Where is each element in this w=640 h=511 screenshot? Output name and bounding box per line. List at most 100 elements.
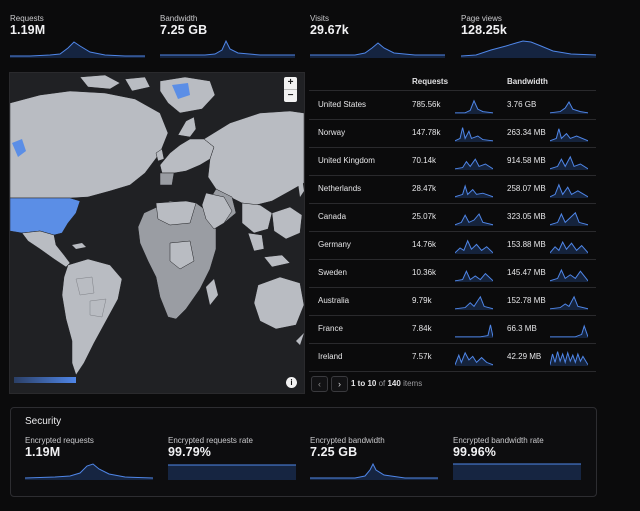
bandwidth-value: 66.3 MB (507, 324, 537, 333)
security-metric: Encrypted requests 1.19M (25, 436, 94, 459)
bandwidth-sparkline (550, 128, 588, 142)
requests-sparkline (455, 239, 493, 254)
requests-sparkline (455, 99, 493, 114)
stat-visits: Visits 29.67k (310, 14, 349, 37)
country-name: United Kingdom (318, 156, 375, 165)
bandwidth-value: 323.05 MB (507, 212, 546, 221)
table-row[interactable]: United Kingdom 70.14k 914.58 MB (309, 147, 596, 176)
bandwidth-sparkline (550, 183, 588, 198)
bandwidth-value: 152.78 MB (507, 296, 546, 305)
requests-value: 14.76k (412, 240, 437, 249)
security-metric: Encrypted bandwidth 7.25 GB (310, 436, 385, 459)
stat-label: Bandwidth (160, 14, 198, 23)
country-name: Norway (318, 128, 346, 137)
metric-value: 1.19M (25, 445, 61, 459)
bandwidth-value: 42.29 MB (507, 352, 542, 361)
requests-value: 7.84k (412, 324, 432, 333)
stat-value: 128.25k (461, 23, 507, 37)
requests-value: 25.07k (412, 212, 437, 221)
map-zoom-controls: + − (284, 77, 297, 102)
stat-value: 7.25 GB (160, 23, 208, 37)
pagination-unit: items (403, 379, 423, 388)
bandwidth-sparkline (550, 240, 588, 254)
info-icon[interactable]: i (286, 377, 297, 388)
table-row[interactable]: Netherlands 28.47k 258.07 MB (309, 175, 596, 204)
zoom-out-button[interactable]: − (287, 90, 294, 101)
requests-value: 9.79k (412, 296, 432, 305)
next-page-button[interactable]: › (331, 376, 348, 392)
table-row[interactable]: Norway 147.78k 263.34 MB (309, 119, 596, 148)
column-header-requests: Requests (412, 77, 449, 86)
bandwidth-value: 3.76 GB (507, 100, 537, 109)
requests-sparkline (455, 184, 493, 198)
usa-region (10, 197, 81, 236)
visits-sparkline (310, 42, 445, 58)
encrypted-requests-sparkline (25, 463, 153, 480)
requests-sparkline (455, 295, 493, 310)
bandwidth-sparkline (550, 211, 588, 226)
prev-page-button[interactable]: ‹ (311, 376, 328, 392)
table-row[interactable]: United States 785.56k 3.76 GB (309, 91, 596, 120)
security-metric: Encrypted requests rate 99.79% (168, 436, 253, 459)
country-name: Netherlands (318, 184, 362, 193)
stat-bandwidth: Bandwidth 7.25 GB (160, 14, 207, 37)
requests-value: 28.47k (412, 184, 437, 193)
requests-value: 10.36k (412, 268, 437, 277)
pagination-of: of (378, 379, 386, 388)
table-row[interactable]: Canada 25.07k 323.05 MB (309, 203, 596, 232)
stat-value: 1.19M (10, 23, 46, 37)
country-name: Sweden (318, 268, 347, 277)
bandwidth-sparkline (550, 324, 588, 338)
table-row[interactable]: Ireland 7.57k 42.29 MB (309, 343, 596, 372)
zoom-in-button[interactable]: + (284, 77, 297, 90)
stat-page-views: Page views 128.25k (461, 14, 507, 37)
bandwidth-sparkline (160, 39, 295, 58)
requests-sparkline (455, 158, 493, 170)
requests-sparkline (455, 324, 493, 338)
stat-value: 29.67k (310, 23, 349, 37)
security-title: Security (25, 416, 62, 427)
metric-value: 99.79% (168, 445, 211, 459)
header-divider (309, 90, 596, 91)
requests-value: 785.56k (412, 100, 441, 109)
map-legend-bar (14, 377, 76, 383)
metric-label: Encrypted bandwidth rate (453, 436, 544, 445)
table-row[interactable]: Germany 14.76k 153.88 MB (309, 231, 596, 260)
requests-sparkline (455, 351, 493, 366)
stat-label: Page views (461, 14, 502, 23)
bandwidth-value: 263.34 MB (507, 128, 546, 137)
country-name: United States (318, 100, 367, 109)
requests-sparkline (455, 127, 493, 142)
requests-sparkline (455, 213, 493, 226)
table-row[interactable]: Australia 9.79k 152.78 MB (309, 287, 596, 316)
metric-value: 99.96% (453, 445, 496, 459)
bandwidth-sparkline (550, 155, 588, 170)
world-map-svg (10, 74, 304, 376)
pagination-range: 1 to 10 (351, 379, 377, 388)
bandwidth-sparkline (550, 295, 588, 310)
bandwidth-value: 145.47 MB (507, 268, 546, 277)
stat-requests: Requests 1.19M (10, 14, 45, 37)
bandwidth-sparkline (550, 268, 588, 282)
requests-value: 70.14k (412, 156, 437, 165)
page-views-sparkline (461, 40, 596, 58)
metric-value: 7.25 GB (310, 445, 358, 459)
encrypted-requests-rate-sparkline (168, 464, 296, 480)
bandwidth-value: 258.07 MB (507, 184, 546, 193)
bandwidth-value: 153.88 MB (507, 240, 546, 249)
country-name: Australia (318, 296, 350, 305)
requests-value: 147.78k (412, 128, 441, 137)
country-name: Germany (318, 240, 351, 249)
requests-sparkline (455, 269, 493, 282)
table-row[interactable]: France 7.84k 66.3 MB (309, 315, 596, 344)
pagination-total: 140 (387, 379, 401, 388)
stat-label: Requests (10, 14, 44, 23)
table-row[interactable]: Sweden 10.36k 145.47 MB (309, 259, 596, 288)
encrypted-bandwidth-sparkline (310, 462, 438, 480)
metric-label: Encrypted bandwidth (310, 436, 385, 445)
stat-label: Visits (310, 14, 329, 23)
world-map[interactable] (9, 72, 305, 394)
bandwidth-sparkline (550, 101, 588, 114)
column-header-bandwidth: Bandwidth (507, 77, 548, 86)
encrypted-bandwidth-rate-sparkline (453, 463, 581, 480)
